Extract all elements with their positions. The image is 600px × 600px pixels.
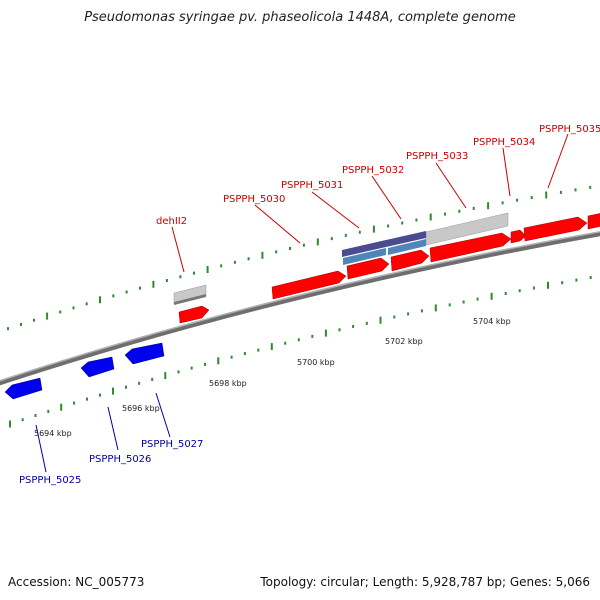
gene-label-PSPPH_5025[interactable]: PSPPH_5025 xyxy=(19,475,81,486)
gene-label-dehII2[interactable]: dehII2 xyxy=(156,216,187,227)
gene-arrow-PSPPH_5035[interactable] xyxy=(523,216,588,242)
forward-gene-arrows xyxy=(178,213,600,324)
genome-backbone xyxy=(0,231,600,386)
gene-arrow-PSPPH_5033[interactable] xyxy=(429,232,512,263)
feature-dehII2-grey[interactable] xyxy=(173,284,207,305)
gene-label-PSPPH_5032[interactable]: PSPPH_5032 xyxy=(342,165,404,176)
gene-label-PSPPH_5026[interactable]: PSPPH_5026 xyxy=(89,454,151,465)
gene-label-PSPPH_5027[interactable]: PSPPH_5027 xyxy=(141,439,203,450)
reverse-gene-labels: PSPPH_5025 PSPPH_5026 PSPPH_5027 xyxy=(19,439,203,486)
tick-label-5704: 5704 kbp xyxy=(473,317,511,326)
accession-label: Accession: NC_005773 xyxy=(8,575,145,589)
gene-arrow-PSPPH_5036[interactable] xyxy=(587,213,600,230)
gene-label-PSPPH_5033[interactable]: PSPPH_5033 xyxy=(406,151,468,162)
genome-summary-label: Topology: circular; Length: 5,928,787 bp… xyxy=(260,575,590,589)
inner-tick-ring xyxy=(9,276,592,428)
genome-backbone-highlight xyxy=(0,231,600,382)
tick-label-5696: 5696 kbp xyxy=(122,404,160,413)
gene-arrow-PSPPH_5032[interactable] xyxy=(390,249,430,272)
tick-labels: 5694 kbp 5696 kbp 5698 kbp 5700 kbp 5702… xyxy=(34,317,511,438)
gene-label-PSPPH_5030[interactable]: PSPPH_5030 xyxy=(223,194,285,205)
reverse-label-leaders xyxy=(35,392,171,473)
gene-arrow-PSPPH_5034[interactable] xyxy=(510,229,527,244)
gene-arrow-dehII2[interactable] xyxy=(178,305,210,324)
gene-label-PSPPH_5031[interactable]: PSPPH_5031 xyxy=(281,180,343,191)
gene-arrow-PSPPH_5030b[interactable] xyxy=(346,257,390,280)
tick-label-5702: 5702 kbp xyxy=(385,337,423,346)
reverse-gene-arrows xyxy=(4,342,165,400)
gene-label-PSPPH_5034[interactable]: PSPPH_5034 xyxy=(473,137,535,148)
gene-arrow-PSPPH_5025[interactable] xyxy=(4,377,43,400)
tick-label-5694: 5694 kbp xyxy=(34,429,72,438)
tick-label-5698: 5698 kbp xyxy=(209,379,247,388)
tick-label-5700: 5700 kbp xyxy=(297,358,335,367)
map-title: Pseudomonas syringae pv. phaseolicola 14… xyxy=(84,10,516,25)
forward-label-leaders xyxy=(171,133,569,273)
feature-PSPPH_5031-purple[interactable] xyxy=(342,231,426,257)
gene-arrow-PSPPH_5030[interactable] xyxy=(271,270,347,300)
gene-label-PSPPH_5035[interactable]: PSPPH_5035 xyxy=(539,124,600,135)
gene-arrow-PSPPH_5027[interactable] xyxy=(124,342,165,365)
gene-arrow-PSPPH_5026[interactable] xyxy=(80,356,115,378)
forward-gene-labels: dehII2 PSPPH_5030 PSPPH_5031 PSPPH_5032 … xyxy=(156,124,600,227)
outer-tick-ring xyxy=(7,185,592,331)
feature-PSPPH_5031-steel[interactable] xyxy=(343,239,426,265)
